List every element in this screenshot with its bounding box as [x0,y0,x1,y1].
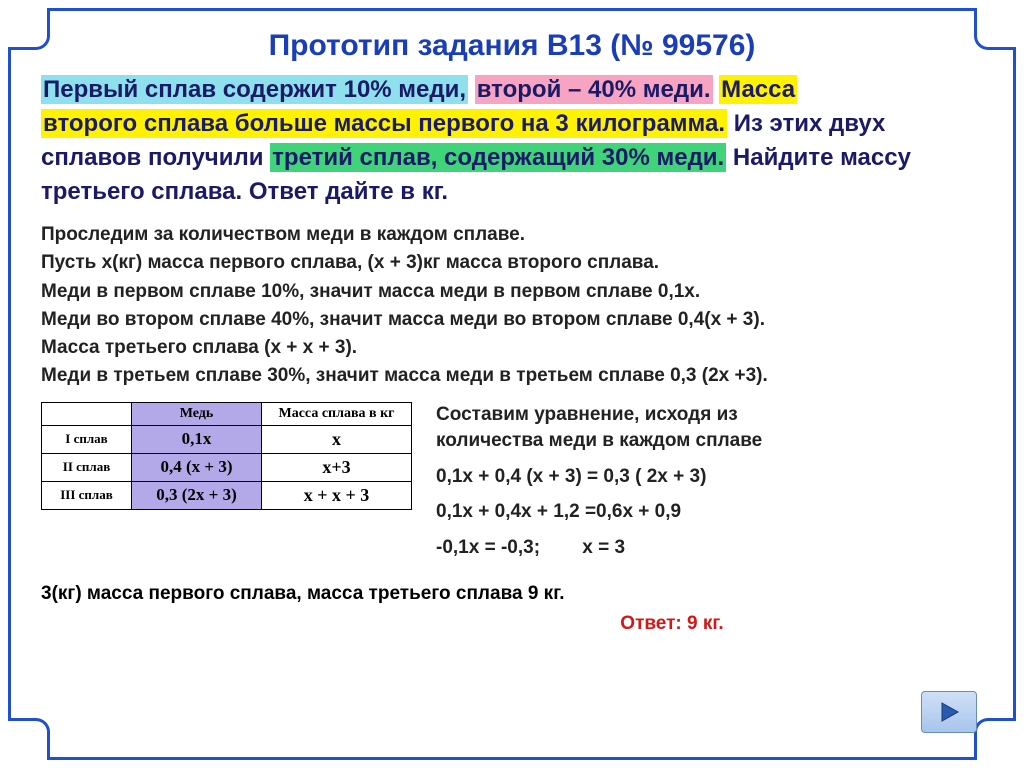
th-copper: Медь [132,402,262,425]
cell-mass: х + х + 3 [262,481,412,509]
next-button[interactable] [921,691,977,733]
slide-frame: Прототип задания B13 (№ 99576) Первый сп… [8,8,1016,760]
table-row: I сплав 0,1х х [42,425,412,453]
data-table: Медь Масса сплава в кг I сплав 0,1х х II… [41,402,412,510]
table-row: II сплав 0,4 (х + 3) х+3 [42,453,412,481]
problem-seg: второго сплава больше массы первого на 3… [41,109,727,138]
equations-block: Составим уравнение, исходя из количества… [436,402,762,565]
row-label: III сплав [42,481,132,509]
solution-line: Меди в третьем сплаве 30%, значит масса … [41,362,983,390]
eq-intro: Составим уравнение, исходя из [436,404,738,425]
problem-seg: второй – 40% меди. [475,75,713,104]
cell-copper: 0,1х [132,425,262,453]
cell-copper: 0,3 (2х + 3) [132,481,262,509]
cell-copper: 0,4 (х + 3) [132,453,262,481]
conclusion: 3(кг) масса первого сплава, масса третье… [41,583,983,605]
play-icon [937,700,961,724]
slide-title: Прототип задания B13 (№ 99576) [41,29,983,63]
eq-intro: количества меди в каждом сплаве [436,430,762,451]
problem-seg: третий сплав, содержащий 30% меди. [270,143,726,172]
solution-line: Проследим за количеством меди в каждом с… [41,221,983,249]
cell-mass: х+3 [262,453,412,481]
th-blank [42,402,132,425]
row-label: II сплав [42,453,132,481]
problem-seg: Масса [719,75,797,104]
equation: -0,1х = -0,3; х = 3 [436,530,762,565]
problem-seg: Первый сплав содержит 10% меди, [41,75,468,104]
solution-line: Меди в первом сплаве 10%, значит масса м… [41,278,983,306]
equation: 0,1х + 0,4 (х + 3) = 0,3 ( 2х + 3) [436,459,762,494]
cell-mass: х [262,425,412,453]
solution-text: Проследим за количеством меди в каждом с… [41,221,983,390]
solution-line: Масса третьего сплава (х + х + 3). [41,334,983,362]
problem-statement: Первый сплав содержит 10% меди, второй –… [41,73,983,209]
problem-seg: Ответ дайте в кг. [249,178,448,205]
th-mass: Масса сплава в кг [262,402,412,425]
row-label: I сплав [42,425,132,453]
solution-line: Меди во втором сплаве 40%, значит масса … [41,306,983,334]
solution-line: Пусть х(кг) масса первого сплава, (х + 3… [41,249,983,277]
table-row: III сплав 0,3 (2х + 3) х + х + 3 [42,481,412,509]
answer: Ответ: 9 кг. [361,613,983,635]
equation: 0,1х + 0,4х + 1,2 =0,6х + 0,9 [436,494,762,529]
